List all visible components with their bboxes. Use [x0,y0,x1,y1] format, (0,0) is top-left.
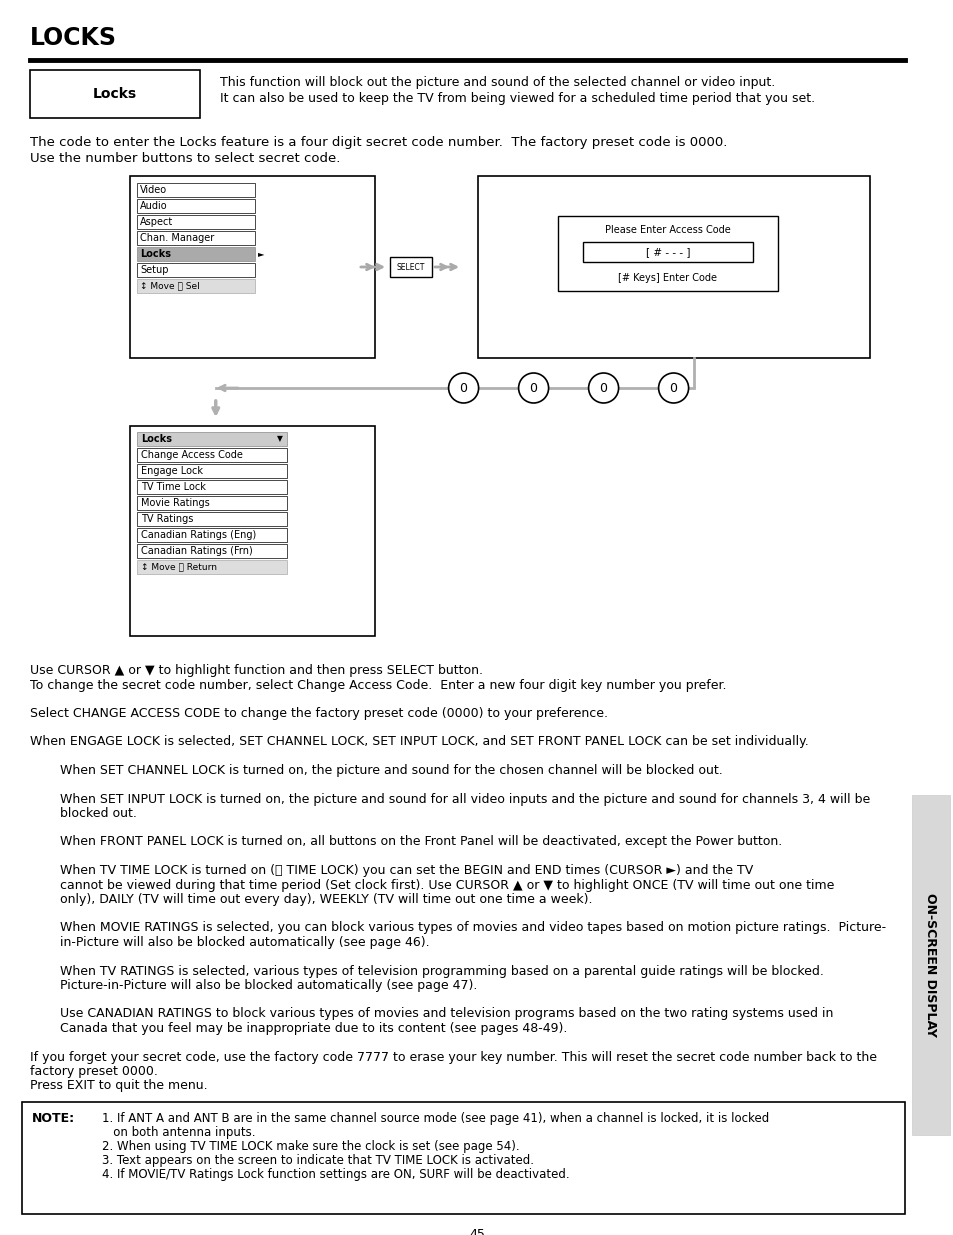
Text: Movie Ratings: Movie Ratings [141,498,210,508]
Text: 45: 45 [469,1228,484,1235]
Text: Canadian Ratings (Frn): Canadian Ratings (Frn) [141,546,253,556]
Text: 2. When using TV TIME LOCK make sure the clock is set (see page 54).: 2. When using TV TIME LOCK make sure the… [102,1140,519,1153]
Bar [137,529,287,542]
Bar [137,513,287,526]
Bar [137,279,254,293]
Bar [390,257,432,277]
Text: 1. If ANT A and ANT B are in the same channel source mode (see page 41), when a : 1. If ANT A and ANT B are in the same ch… [102,1112,768,1125]
Bar [137,247,254,261]
Text: cannot be viewed during that time period (Set clock first). Use CURSOR ▲ or ▼ to: cannot be viewed during that time period… [60,878,834,892]
Text: Video: Video [140,185,167,195]
Text: Aspect: Aspect [140,217,173,227]
Text: Canadian Ratings (Eng): Canadian Ratings (Eng) [141,530,256,540]
Text: on both antenna inputs.: on both antenna inputs. [102,1126,255,1139]
Text: When TV TIME LOCK is turned on (⓺ TIME LOCK) you can set the BEGIN and END times: When TV TIME LOCK is turned on (⓺ TIME L… [60,864,753,877]
Bar [137,464,287,478]
Bar [137,183,254,198]
Bar [130,426,375,636]
Text: TV Time Lock: TV Time Lock [141,482,206,492]
Text: ON-SCREEN DISPLAY: ON-SCREEN DISPLAY [923,893,937,1037]
Text: 0: 0 [459,382,467,394]
Text: Locks: Locks [92,86,137,101]
Text: Engage Lock: Engage Lock [141,466,203,475]
Text: blocked out.: blocked out. [60,806,136,820]
Bar [137,199,254,212]
Text: only), DAILY (TV will time out every day), WEEKLY (TV will time out one time a w: only), DAILY (TV will time out every day… [60,893,592,906]
Bar [911,795,949,1135]
Text: When SET CHANNEL LOCK is turned on, the picture and sound for the chosen channel: When SET CHANNEL LOCK is turned on, the … [60,764,722,777]
Bar [137,543,287,558]
Text: NOTE:: NOTE: [32,1112,75,1125]
Text: Setup: Setup [140,266,169,275]
Text: SELECT: SELECT [396,263,425,272]
Bar [137,432,287,446]
Text: Locks: Locks [141,433,172,445]
Text: If you forget your secret code, use the factory code 7777 to erase your key numb: If you forget your secret code, use the … [30,1051,876,1063]
Text: Use the number buttons to select secret code.: Use the number buttons to select secret … [30,152,340,165]
Text: Change Access Code: Change Access Code [141,450,243,459]
Text: Select CHANGE ACCESS CODE to change the factory preset code (0000) to your prefe: Select CHANGE ACCESS CODE to change the … [30,706,607,720]
Text: 0: 0 [529,382,537,394]
Text: [# Keys] Enter Code: [# Keys] Enter Code [618,273,717,283]
Text: 0: 0 [599,382,607,394]
Text: When ENGAGE LOCK is selected, SET CHANNEL LOCK, SET INPUT LOCK, and SET FRONT PA: When ENGAGE LOCK is selected, SET CHANNE… [30,736,808,748]
Bar [130,177,375,358]
Text: Canada that you feel may be inappropriate due to its content (see pages 48-49).: Canada that you feel may be inappropriat… [60,1023,567,1035]
Bar [582,242,752,262]
Text: When MOVIE RATINGS is selected, you can block various types of movies and video : When MOVIE RATINGS is selected, you can … [60,921,885,935]
Text: ↕ Move Ⓢ Sel: ↕ Move Ⓢ Sel [140,282,199,290]
Text: When TV RATINGS is selected, various types of television programming based on a : When TV RATINGS is selected, various typ… [60,965,823,977]
Text: ↕ Move Ⓢ Return: ↕ Move Ⓢ Return [141,562,216,572]
Circle shape [658,373,688,403]
Text: Audio: Audio [140,201,168,211]
Bar [477,177,869,358]
Bar [137,263,254,277]
Text: Picture-in-Picture will also be blocked automatically (see page 47).: Picture-in-Picture will also be blocked … [60,979,476,992]
Text: [ # - - - ]: [ # - - - ] [645,247,690,257]
Text: 0: 0 [669,382,677,394]
Bar [137,231,254,245]
Text: When FRONT PANEL LOCK is turned on, all buttons on the Front Panel will be deact: When FRONT PANEL LOCK is turned on, all … [60,836,781,848]
Text: factory preset 0000.: factory preset 0000. [30,1065,157,1078]
Bar [137,496,287,510]
Text: 3. Text appears on the screen to indicate that TV TIME LOCK is activated.: 3. Text appears on the screen to indicat… [102,1153,534,1167]
Bar [137,480,287,494]
Text: The code to enter the Locks feature is a four digit secret code number.  The fac: The code to enter the Locks feature is a… [30,136,726,149]
Bar [137,559,287,574]
Text: 4. If MOVIE/TV Ratings Lock function settings are ON, SURF will be deactivated.: 4. If MOVIE/TV Ratings Lock function set… [102,1168,569,1181]
Text: ▼: ▼ [276,435,283,443]
Text: Use CURSOR ▲ or ▼ to highlight function and then press SELECT button.: Use CURSOR ▲ or ▼ to highlight function … [30,664,482,677]
Text: Use CANADIAN RATINGS to block various types of movies and television programs ba: Use CANADIAN RATINGS to block various ty… [60,1008,833,1020]
Text: Chan. Manager: Chan. Manager [140,233,214,243]
Text: It can also be used to keep the TV from being viewed for a scheduled time period: It can also be used to keep the TV from … [220,91,814,105]
Text: ►: ► [257,249,264,258]
Text: When SET INPUT LOCK is turned on, the picture and sound for all video inputs and: When SET INPUT LOCK is turned on, the pi… [60,793,869,805]
Bar [558,216,778,291]
Text: in-Picture will also be blocked automatically (see page 46).: in-Picture will also be blocked automati… [60,936,429,948]
Text: To change the secret code number, select Change Access Code.  Enter a new four d: To change the secret code number, select… [30,678,726,692]
Text: This function will block out the picture and sound of the selected channel or vi: This function will block out the picture… [220,77,775,89]
Text: Locks: Locks [140,249,171,259]
Bar [137,215,254,228]
Circle shape [448,373,478,403]
Bar [137,448,287,462]
Circle shape [518,373,548,403]
Text: Please Enter Access Code: Please Enter Access Code [604,225,730,235]
Bar [30,70,200,119]
Text: LOCKS: LOCKS [30,26,117,49]
Text: Press EXIT to quit the menu.: Press EXIT to quit the menu. [30,1079,208,1093]
Circle shape [588,373,618,403]
Text: TV Ratings: TV Ratings [141,514,193,524]
Bar [22,1102,904,1214]
